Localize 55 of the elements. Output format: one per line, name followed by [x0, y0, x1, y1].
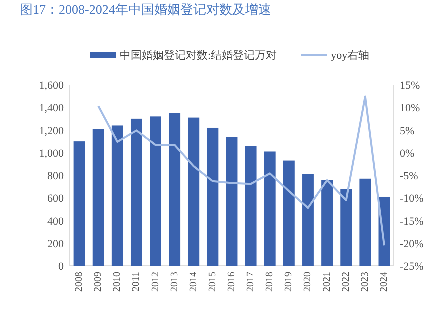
bar: [112, 126, 124, 266]
bar: [188, 118, 200, 266]
chart-title: 图17：2008-2024年中国婚姻登记对数及增速: [20, 2, 272, 17]
x-tick-label: 2015: [207, 272, 218, 292]
bar: [302, 174, 314, 266]
x-tick-label: 2023: [360, 272, 371, 292]
x-tick-label: 2011: [131, 272, 142, 292]
y2-tick-label: -5%: [400, 170, 418, 182]
x-tick-label: 2012: [150, 272, 162, 292]
y-tick-label: 1,000: [39, 148, 64, 160]
y-tick-label: 1,200: [39, 125, 64, 138]
x-tick-label: 2014: [188, 272, 200, 292]
line-series: [98, 96, 386, 247]
x-tick-label: 2016: [226, 272, 238, 292]
bar: [245, 146, 257, 266]
y2-tick-label: -10%: [400, 193, 424, 206]
y-tick-label: 400: [48, 216, 64, 228]
y2-tick-label: -20%: [400, 238, 424, 250]
y-tick-label: 800: [48, 170, 64, 182]
bar: [283, 160, 295, 266]
y-tick-label: 0: [58, 261, 64, 273]
x-tick-label: 2020: [302, 272, 314, 292]
x-tick-label: 2010: [112, 272, 124, 292]
bar: [92, 129, 104, 266]
bar: [207, 128, 219, 266]
y2-tick-label: 15%: [400, 80, 420, 92]
x-tick-label: 2013: [169, 272, 180, 292]
legend-label: yoy右轴: [331, 49, 370, 62]
bar: [226, 137, 238, 266]
y-tick-label: 1,400: [39, 102, 64, 115]
x-tick-label: 2021: [322, 272, 333, 292]
y-tick-label: 200: [48, 238, 64, 250]
x-tick-label: 2022: [340, 272, 352, 292]
y2-tick-label: 5%: [400, 125, 415, 138]
legend-label: 中国婚姻登记对数:结婚登记万对: [120, 49, 278, 62]
y-tick-label: 600: [48, 193, 64, 206]
bar: [264, 152, 276, 266]
bar: [130, 118, 142, 266]
bar: [74, 142, 86, 266]
x-tick-label: 2018: [264, 272, 276, 292]
x-tick-label: 2017: [246, 272, 257, 292]
x-tick-label: 2009: [93, 272, 104, 292]
bar: [360, 178, 372, 266]
y2-tick-label: -25%: [400, 261, 424, 273]
y2-tick-label: -15%: [400, 216, 424, 228]
x-tick-label: 2008: [74, 272, 86, 292]
bar: [340, 189, 352, 266]
x-tick-label: 2019: [284, 272, 295, 292]
x-tick-label: 2024: [378, 272, 390, 292]
bar: [322, 180, 334, 266]
bar: [150, 116, 162, 266]
y-tick-label: 1,600: [39, 80, 64, 92]
bar: [169, 113, 181, 266]
y2-tick-label: 0%: [400, 148, 415, 160]
y2-tick-label: 10%: [400, 102, 420, 115]
